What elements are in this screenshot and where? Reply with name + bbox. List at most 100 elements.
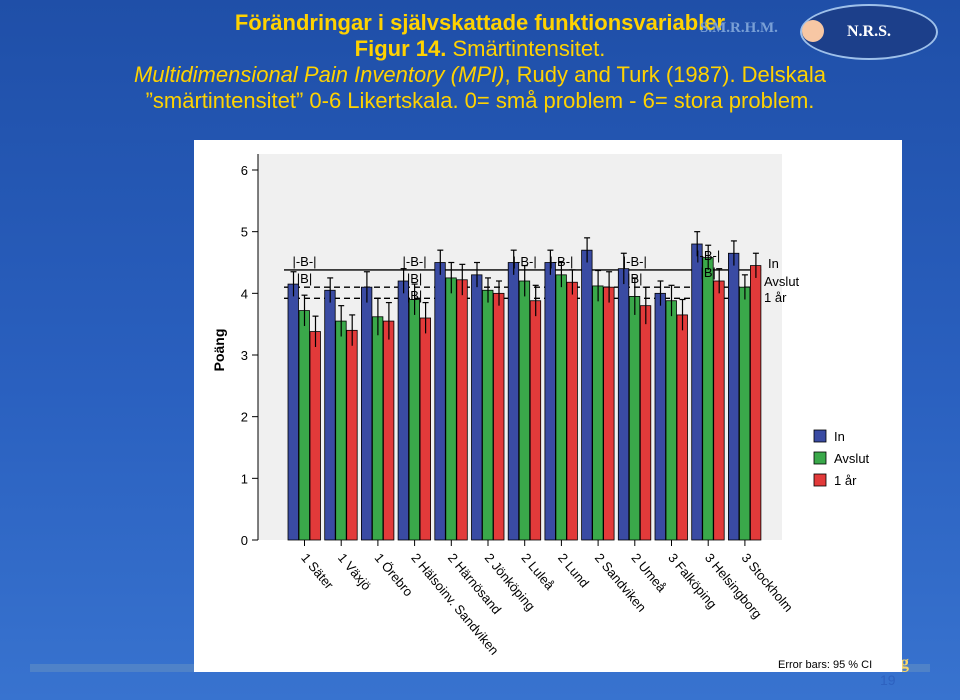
nrs-badge: N.R.S. [800, 4, 938, 60]
bar [298, 310, 310, 541]
bar [493, 292, 505, 541]
reference-line-label: 1 år [764, 290, 787, 305]
bar [309, 331, 321, 541]
bar-group [471, 261, 505, 541]
title-line-2: Figur 14. Smärtintensitet. [0, 36, 960, 62]
instrument-reference: , Rudy and Turk (1987). Delskala [504, 62, 827, 87]
bar-group [654, 280, 688, 541]
x-tick-label: 1 Örebro [372, 550, 416, 599]
logo-text: S.M.R.H.M. [700, 20, 778, 36]
legend-label: 1 år [834, 473, 857, 488]
bar [529, 300, 542, 541]
bar [592, 285, 604, 541]
bar [713, 280, 725, 541]
legend: In Avslut 1 år [813, 429, 870, 488]
bar-group [617, 252, 652, 541]
bar [555, 274, 567, 541]
bar [507, 262, 520, 541]
y-tick-label: 3 [241, 348, 248, 363]
bar-group [544, 249, 578, 541]
legend-swatch [813, 451, 827, 465]
bar [518, 280, 531, 541]
instrument-name: Multidimensional Pain Inventory (MPI) [133, 62, 505, 87]
significance-marker: |B| [700, 265, 715, 280]
badge-dot-icon [802, 20, 824, 42]
title-line-3: Multidimensional Pain Inventory (MPI), R… [0, 62, 960, 88]
bar [287, 283, 299, 541]
bar [639, 305, 652, 541]
figure-name: Smärtintensitet. [446, 36, 606, 61]
bar [471, 274, 483, 541]
bar [617, 268, 630, 541]
bar-group [324, 277, 358, 541]
bar-group [434, 249, 468, 541]
x-tick-label: 1 Säter [298, 550, 337, 592]
bar [581, 249, 593, 541]
bar [346, 329, 358, 541]
bar [628, 296, 641, 541]
bar [371, 316, 384, 541]
bar-group [581, 237, 615, 541]
significance-marker: |B| [407, 271, 422, 286]
y-axis-label: Poäng [211, 329, 227, 372]
bar [739, 286, 751, 541]
reference-line-label: Avslut [764, 274, 800, 289]
significance-marker: |-B-| [623, 254, 647, 269]
legend-swatch [813, 429, 827, 443]
error-bars-footnote: Error bars: 95 % CI [778, 659, 872, 671]
bar [456, 279, 468, 541]
bar [665, 300, 677, 541]
bar [566, 281, 578, 541]
significance-marker: |-B-| [549, 254, 573, 269]
title-line-1: Förändringar i självskattade funktionsva… [234, 10, 726, 35]
bar [397, 280, 410, 541]
title-line-4: ”smärtintensitet” 0-6 Likertskala. 0= sm… [145, 88, 815, 113]
bar-group [360, 271, 395, 541]
bar [691, 243, 703, 541]
significance-marker: |B| [407, 288, 422, 303]
bar [324, 289, 336, 541]
y-tick-label: 6 [241, 163, 248, 178]
badge-label: N.R.S. [846, 23, 891, 40]
bar [603, 286, 615, 541]
y-tick-label: 0 [241, 533, 248, 548]
legend-swatch [813, 473, 827, 487]
significance-marker: |-B-| [513, 254, 537, 269]
bar [750, 265, 762, 541]
bar [408, 299, 421, 541]
bar [482, 289, 494, 541]
y-tick-label: 4 [241, 286, 248, 301]
bar [654, 292, 666, 541]
bar [382, 320, 395, 541]
y-tick-label: 1 [241, 471, 248, 486]
bar [434, 262, 446, 541]
bar [702, 257, 714, 541]
x-tick-label: 1 Växjö [335, 550, 374, 593]
figure-number: Figur 14. [354, 36, 447, 61]
page-number: 19 [880, 672, 896, 688]
y-tick-label: 5 [241, 225, 248, 240]
bar [676, 314, 688, 541]
y-tick-label: 2 [241, 410, 248, 425]
significance-marker: |-B-| [292, 254, 316, 269]
significance-marker: |-B-| [403, 254, 427, 269]
annotations-layer: |-B-| |B| |-B-| |B| |B| |-B-| |-B-| |-B-| |B| |-B… [292, 248, 720, 303]
legend-label: In [834, 429, 845, 444]
x-tick-label: 2 Lund [555, 550, 592, 590]
bar-group [507, 249, 542, 541]
bar [419, 317, 432, 541]
slide-title: Förändringar i självskattade funktionsva… [0, 10, 960, 114]
significance-marker: |-B-| [696, 248, 720, 263]
bar-group [397, 268, 432, 541]
bar [544, 262, 556, 541]
bar [360, 286, 373, 541]
bar [728, 252, 740, 541]
bar [445, 277, 457, 541]
significance-marker: |B| [297, 271, 312, 286]
legend-label: Avslut [834, 451, 870, 466]
significance-marker: |B| [627, 271, 642, 286]
bar [335, 320, 347, 541]
